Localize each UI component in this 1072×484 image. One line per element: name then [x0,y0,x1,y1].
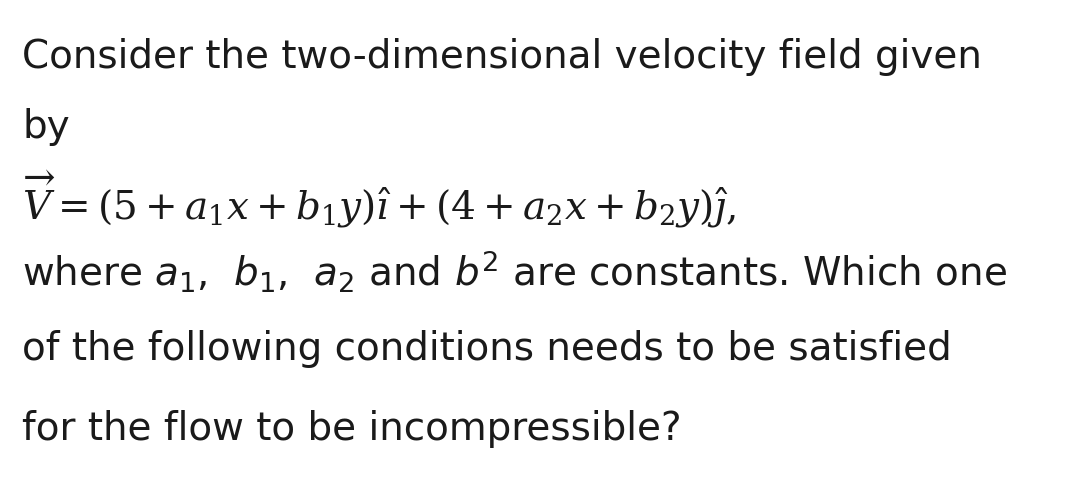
Text: of the following conditions needs to be satisfied: of the following conditions needs to be … [23,330,952,368]
Text: for the flow to be incompressible?: for the flow to be incompressible? [23,410,682,448]
Text: $\overrightarrow{V} = (5 + a_1 x + b_1 y)\hat{\imath} + (4 + a_2 x + b_2 y)\hat{: $\overrightarrow{V} = (5 + a_1 x + b_1 y… [23,168,736,230]
Text: Consider the two-dimensional velocity field given: Consider the two-dimensional velocity fi… [23,38,982,76]
Text: by: by [23,108,70,146]
Text: where $a_1$,  $b_1$,  $a_2$ and $b^2$ are constants. Which one: where $a_1$, $b_1$, $a_2$ and $b^2$ are … [23,248,1007,294]
